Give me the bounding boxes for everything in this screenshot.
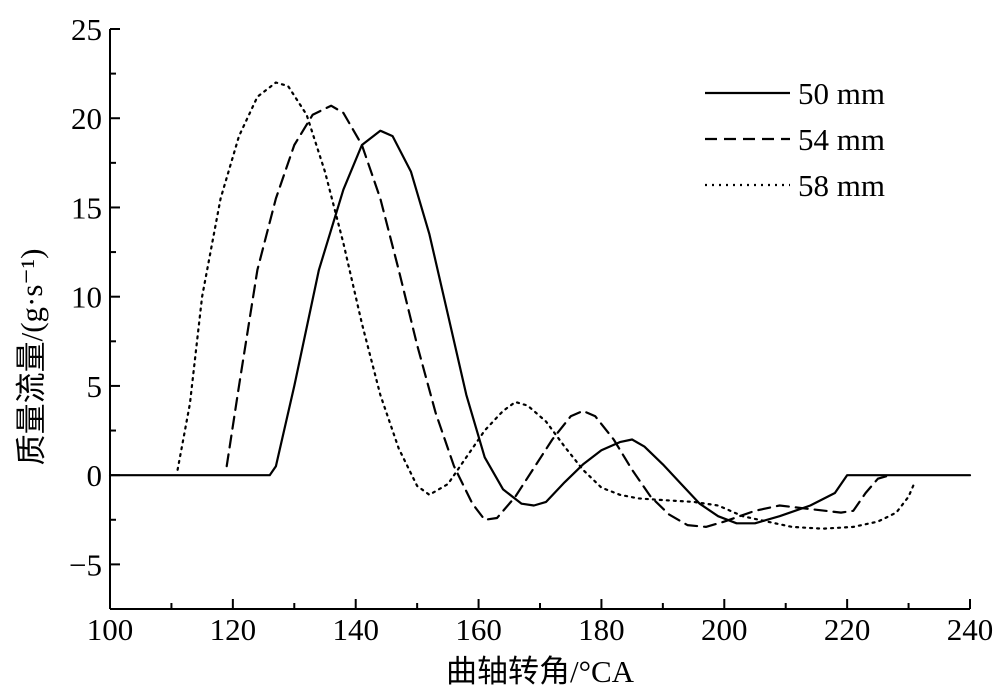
x-tick-label: 220 xyxy=(824,612,871,647)
x-axis-title: 曲轴转角/°CA xyxy=(446,654,635,689)
legend-label: 54 mm xyxy=(798,122,885,157)
x-tick-label: 180 xyxy=(578,612,625,647)
legend-label: 58 mm xyxy=(798,168,885,203)
y-tick-label: 5 xyxy=(87,369,103,404)
axes: 100 120 140 160 180 200 220 240 −5 0 5 10 15 20 25 xyxy=(69,12,993,647)
y-tick-label: 0 xyxy=(87,458,103,493)
x-tick-label: 240 xyxy=(947,612,994,647)
series-line-1 xyxy=(108,129,972,525)
y-tick-label: 10 xyxy=(71,280,102,315)
x-tick-label: 100 xyxy=(87,612,134,647)
y-axis-title: 质量流量/(g·s⁻¹) xyxy=(14,249,49,466)
x-tick-label: 120 xyxy=(210,612,257,647)
legend-label: 50 mm xyxy=(798,76,885,111)
series-layer xyxy=(108,81,972,530)
y-tick-label: 20 xyxy=(71,101,102,136)
y-tick-label: 25 xyxy=(71,12,102,47)
y-tick-label: −5 xyxy=(69,547,102,582)
y-tick-label: 15 xyxy=(71,190,102,225)
x-tick-label: 160 xyxy=(455,612,502,647)
x-tick-label: 140 xyxy=(332,612,379,647)
series-line-3 xyxy=(176,81,916,530)
series-line-2 xyxy=(225,104,892,528)
legend: 50 mm 54 mm 58 mm xyxy=(705,76,885,203)
x-tick-label: 200 xyxy=(701,612,748,647)
